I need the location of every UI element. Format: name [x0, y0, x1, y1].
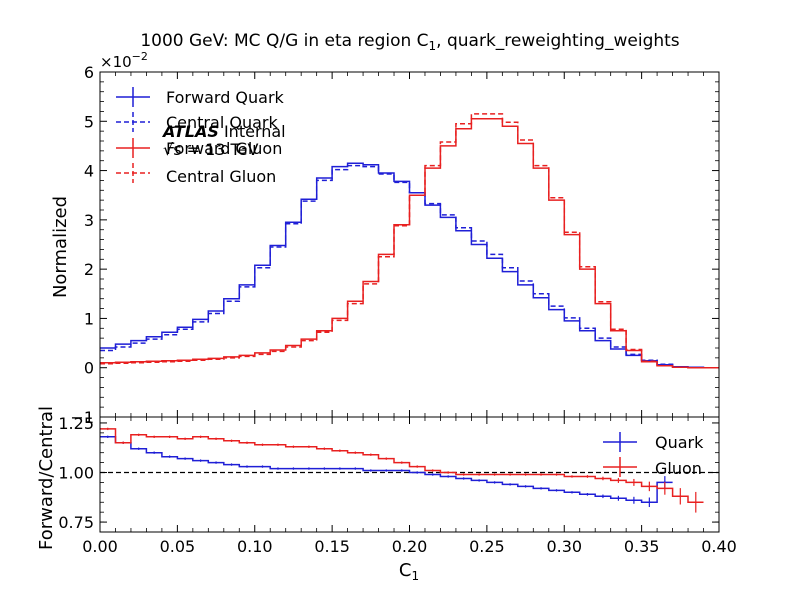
x-tick-label: 0.30: [546, 537, 582, 556]
ratio-y-label: Forward/Central: [36, 406, 57, 550]
legend-label-gluon: Gluon: [655, 459, 702, 478]
ratio-series-group: [100, 427, 704, 513]
main-y-tick-label: 5: [84, 112, 94, 131]
x-tick-label: 0.05: [160, 537, 196, 556]
ratio-y-tick-label: 0.75: [58, 513, 94, 532]
series-central-gluon: [100, 113, 719, 369]
chart-title: 1000 GeV: MC Q/G in eta region C1, quark…: [140, 31, 679, 53]
main-y-tick-label: −1: [70, 408, 94, 427]
main-y-tick-label: 4: [84, 162, 94, 181]
legend-entry-forward-quark: Forward Quark: [116, 87, 285, 107]
legend-label-central-quark: Central Quark: [166, 113, 278, 132]
main-y-tick-label: 2: [84, 260, 94, 279]
x-tick-label: 0.15: [314, 537, 350, 556]
legend-entry-central-gluon: Central Gluon: [116, 163, 276, 186]
main-series-group: [100, 113, 719, 369]
x-tick-label: 0.10: [237, 537, 273, 556]
main-y-tick-label: 6: [84, 63, 94, 82]
x-tick-label: 0.35: [624, 537, 660, 556]
x-tick-label: 0.00: [82, 537, 118, 556]
main-y-tick-label: 0: [84, 359, 94, 378]
legend-entry-gluon: Gluon: [603, 457, 702, 478]
x-tick-label: 0.40: [701, 537, 737, 556]
legend-label-forward-quark: Forward Quark: [166, 88, 285, 107]
ratio-plot-frame: [99, 416, 720, 533]
x-tick-label: 0.20: [392, 537, 428, 556]
legend-entry-quark: Quark: [603, 432, 704, 452]
x-tick-label: 0.25: [469, 537, 505, 556]
legend-entry-central-quark: Central Quark: [116, 112, 278, 132]
ratio-x-ticks: 0.00 0.05 0.10 0.15 0.20 0.25 0.30 0.35 0.40: [82, 417, 737, 556]
main-y-label: Normalized: [50, 196, 71, 298]
main-y-tick-label: 1: [84, 309, 94, 328]
ratio-panel: 0.75 1.00 1.25 0.00 0.05 0.10 0.15 0.20 0.25 0.3…: [36, 406, 737, 583]
legend-entry-forward-gluon: Forward Gluon: [116, 138, 282, 158]
main-y-tick-label: 3: [84, 211, 94, 230]
main-panel: −1 0 1 2 3 4 5 6 Normalized Forward Quark Centr…: [50, 63, 720, 427]
series-central-quark: [100, 164, 719, 369]
ratio-series-gluon: [100, 428, 704, 504]
y-exponent: ×10−2: [100, 50, 148, 71]
legend-label-quark: Quark: [655, 433, 704, 452]
legend-label-central-gluon: Central Gluon: [166, 167, 276, 186]
main-y-ticks: −1 0 1 2 3 4 5 6: [70, 63, 719, 427]
x-axis-label: C1: [399, 560, 419, 583]
ratio-y-tick-label: 1.25: [58, 414, 94, 433]
main-x-ticks: [99, 72, 720, 417]
energy-label: √s = 13 TeV: [163, 140, 258, 159]
main-legend: Forward Quark Central Quark Forward Gluo…: [116, 87, 285, 186]
ratio-legend: Quark Gluon: [603, 432, 704, 478]
atlas-label: ATLAS Internal: [161, 122, 286, 141]
ratio-y-tick-label: 1.00: [58, 464, 94, 483]
legend-label-forward-gluon: Forward Gluon: [166, 139, 282, 158]
ratio-y-ticks: 0.75 1.00 1.25: [58, 414, 719, 532]
